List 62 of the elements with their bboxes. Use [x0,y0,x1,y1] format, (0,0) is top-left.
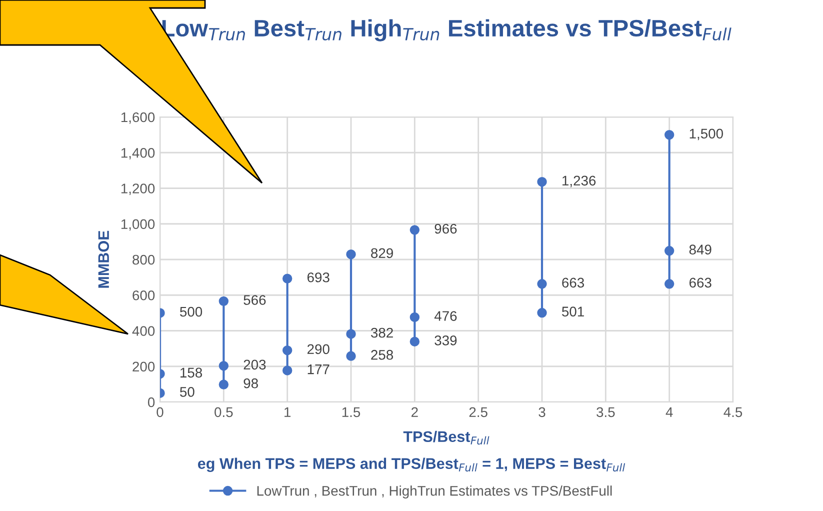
y-tick-label: 1,000 [121,219,155,231]
y-tick-label: 0 [148,397,155,408]
y-tick-label: 1,200 [121,184,155,196]
point [218,380,229,390]
x-tick-label: 0 [156,407,164,418]
data-label: 966 [434,224,457,234]
x-tick-label: 1.5 [342,407,360,418]
point [537,176,547,187]
data-label: 663 [562,278,584,288]
data-label: 203 [244,360,266,370]
data-label: 290 [307,344,330,354]
x-tick-label: 2 [412,407,418,417]
data-label: 258 [371,350,394,360]
data-label: 500 [180,306,202,317]
y-tick-label: 600 [132,290,155,300]
data-label: 663 [689,278,712,288]
point [664,279,674,289]
data-label: 177 [308,364,330,374]
data-label: 339 [434,336,457,346]
point [346,351,356,361]
data-label: 98 [244,378,258,388]
legend-label: LowTrun , BestTrun , HighTrun Estimates vs TPS/BestFull [257,486,612,498]
y-axis-title: MMBOE [98,230,110,288]
y-tick-label: 200 [132,362,155,372]
point [346,329,356,339]
point [346,249,356,260]
data-label: 829 [371,248,393,258]
data-label: 158 [180,368,202,378]
point [282,345,292,356]
data-label: 476 [434,311,457,321]
y-tick-label: 1,400 [121,148,155,160]
point [410,225,420,235]
point [410,336,420,346]
x-tick-label: 4.5 [724,407,742,418]
data-label: 50 [180,386,194,397]
point [410,312,420,322]
data-label: 382 [370,328,393,338]
data-label: 1,236 [562,176,596,188]
point [218,360,229,371]
x-tick-label: 1 [284,407,291,417]
y-tick-label: 400 [132,326,155,336]
point [664,130,674,140]
y-tick-label: 1,600 [121,112,155,124]
x-tick-label: 0.5 [214,407,233,418]
x-axis-title: TPS/Best$_{Full}$ [403,430,490,445]
data-label: 1,500 [690,128,723,140]
point [537,308,547,318]
point [664,246,674,256]
point [537,279,547,289]
point [282,366,292,376]
x-tick-label: 3 [538,407,546,418]
data-label: 501 [562,306,584,316]
text: eg When TPS = MEPS and TPS/Best$_{Full}$ = 1, MEPS = Best$_{Full}$ [198,458,626,472]
point [218,296,229,306]
data-label: 849 [689,244,712,254]
x-tick-label: 2.5 [469,407,488,418]
data-label: 566 [244,295,266,305]
data-label: 693 [307,272,330,282]
x-tick-label: 4 [666,407,673,417]
y-tick-label: 800 [132,254,155,265]
x-tick-label: 3.5 [596,407,615,418]
point [282,274,292,284]
